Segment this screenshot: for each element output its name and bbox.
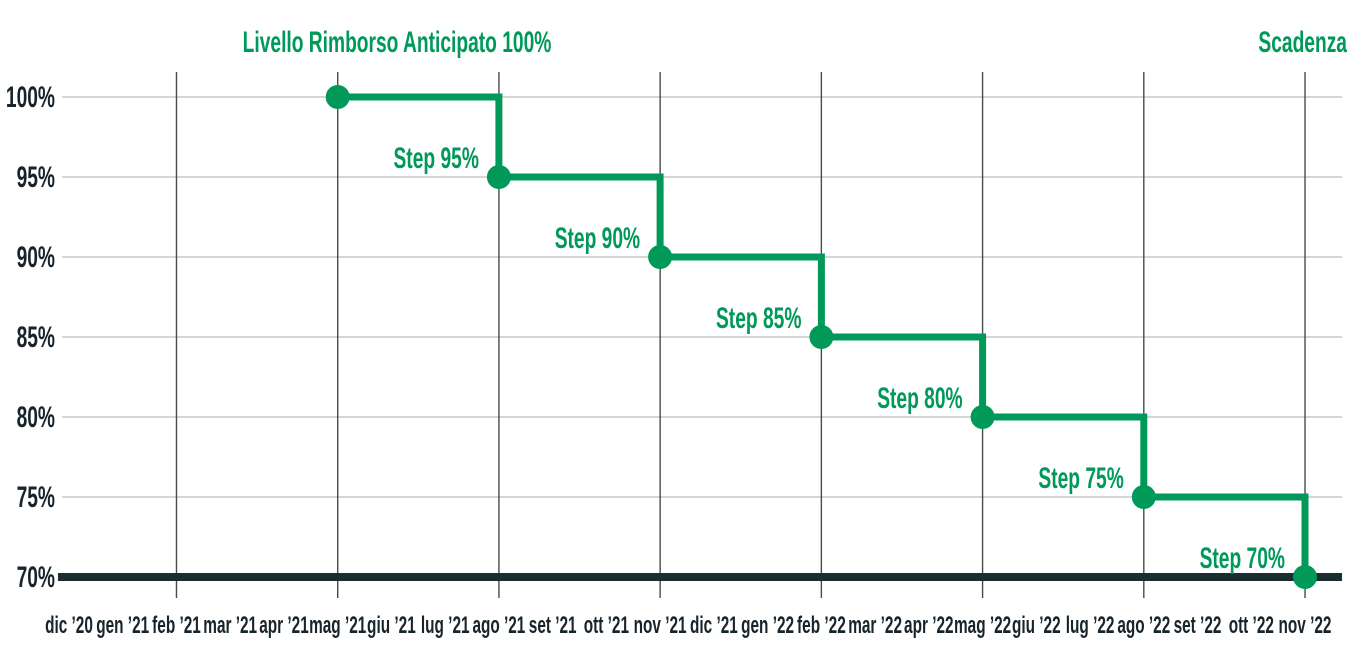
x-tick-label: ago ’21 xyxy=(472,612,525,639)
x-tick-label: apr ’21 xyxy=(259,612,309,639)
x-tick-label: lug ’22 xyxy=(1066,612,1115,639)
data-point xyxy=(1131,485,1156,509)
step-label: Step 90% xyxy=(555,222,640,255)
x-tick-label: set ’22 xyxy=(1174,612,1222,639)
x-tick-label: set ’21 xyxy=(529,612,577,639)
x-tick-label: feb ’21 xyxy=(152,612,201,639)
x-tick-label: mar ’22 xyxy=(848,612,902,639)
y-tick-label: 95% xyxy=(17,161,55,194)
chart-title: Livello Rimborso Anticipato 100% xyxy=(243,26,552,59)
data-point xyxy=(1293,565,1317,589)
y-tick-label: 90% xyxy=(17,241,55,274)
x-tick-label: mar ’21 xyxy=(203,612,257,639)
step-label: Step 95% xyxy=(394,142,479,175)
data-point xyxy=(970,405,995,429)
data-point xyxy=(648,245,673,269)
y-tick-label: 100% xyxy=(6,81,55,114)
x-tick-label: feb ’22 xyxy=(797,612,846,639)
x-tick-label: mag ’22 xyxy=(954,612,1011,639)
x-tick-label: ott ’21 xyxy=(584,612,629,639)
x-tick-label: gen ’21 xyxy=(96,612,149,639)
y-tick-label: 85% xyxy=(17,321,55,354)
step-label: Step 80% xyxy=(877,382,962,415)
x-tick-label: apr ’22 xyxy=(904,612,954,639)
h-gridlines xyxy=(62,96,1342,498)
y-tick-label: 75% xyxy=(17,481,55,514)
x-tick-label: mag ’21 xyxy=(309,612,366,639)
v-gridlines xyxy=(175,72,1306,598)
x-tick-label: gen ’22 xyxy=(741,612,794,639)
step-label: Step 75% xyxy=(1038,462,1123,495)
x-tick-label: nov ’22 xyxy=(1279,612,1332,639)
x-tick-label: dic ’20 xyxy=(45,612,93,639)
x-tick-label: giu ’22 xyxy=(1012,612,1061,639)
x-tick-label: giu ’21 xyxy=(367,612,416,639)
x-tick-label: lug ’21 xyxy=(421,612,470,639)
y-tick-label: 80% xyxy=(17,401,55,434)
x-tick-label: nov ’21 xyxy=(634,612,687,639)
step-label: Step 85% xyxy=(716,302,801,335)
data-point xyxy=(325,85,350,109)
x-axis-labels: dic ’20 gen ’21 feb ’21 mar ’21 apr ’21 mag ’… xyxy=(45,612,1331,639)
maturity-label: Scadenza xyxy=(1258,26,1347,59)
x-tick-label: ott ’22 xyxy=(1229,612,1274,639)
step-label: Step 70% xyxy=(1200,542,1285,575)
data-point xyxy=(486,165,511,189)
step-labels: Step 95% Step 90% Step 85% Step 80% Step 75%… xyxy=(394,142,1286,575)
y-tick-label: 70% xyxy=(17,561,55,594)
x-tick-label: dic ’21 xyxy=(690,612,738,639)
y-axis-labels: 100% 95% 90% 85% 80% 75% 70% xyxy=(6,81,55,594)
data-point xyxy=(809,325,834,349)
x-tick-label: ago ’22 xyxy=(1117,612,1170,639)
data-points xyxy=(325,85,1317,589)
